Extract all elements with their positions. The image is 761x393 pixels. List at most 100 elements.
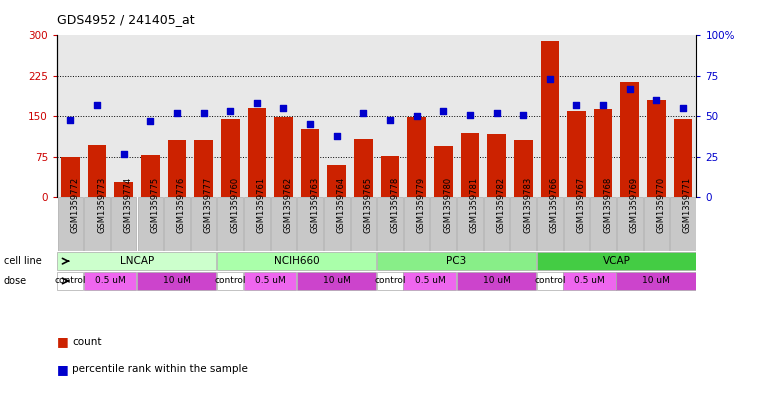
Bar (244, 272, 296, 290)
Bar (218, 197, 243, 251)
Text: ■: ■ (57, 335, 73, 349)
Point (624, 86, 636, 92)
Bar (537, 252, 696, 270)
Bar (84, 272, 136, 290)
Bar (111, 197, 136, 251)
Bar (247, 108, 266, 197)
Point (384, 116, 396, 123)
Text: GSM1359779: GSM1359779 (417, 177, 425, 233)
Bar (404, 197, 429, 251)
Point (411, 113, 423, 119)
Bar (431, 197, 456, 251)
Point (571, 102, 583, 108)
Bar (114, 182, 133, 197)
Point (91, 102, 103, 108)
Point (543, 76, 556, 82)
Bar (563, 272, 616, 290)
Bar (673, 119, 693, 197)
Bar (594, 109, 613, 197)
Text: GSM1359777: GSM1359777 (204, 177, 212, 233)
Point (490, 110, 502, 116)
Text: 10 uM: 10 uM (323, 276, 351, 285)
Point (250, 100, 263, 107)
Point (517, 112, 530, 118)
Bar (407, 118, 426, 197)
Text: GSM1359762: GSM1359762 (283, 177, 292, 233)
Bar (457, 197, 482, 251)
Text: GSM1359764: GSM1359764 (336, 177, 345, 233)
Point (437, 108, 449, 115)
Text: LNCAP: LNCAP (119, 256, 154, 266)
Bar (537, 197, 562, 251)
Text: GSM1359780: GSM1359780 (443, 177, 452, 233)
Text: GSM1359760: GSM1359760 (230, 177, 239, 233)
Bar (644, 197, 669, 251)
Bar (647, 100, 666, 197)
Bar (58, 197, 83, 251)
Bar (670, 197, 696, 251)
Text: GSM1359768: GSM1359768 (603, 177, 612, 233)
Point (224, 108, 236, 115)
Text: GSM1359771: GSM1359771 (683, 177, 692, 233)
Bar (354, 139, 373, 197)
Text: GSM1359781: GSM1359781 (470, 177, 479, 233)
Text: 10 uM: 10 uM (163, 276, 191, 285)
Point (304, 121, 317, 128)
Point (357, 110, 369, 116)
Bar (221, 119, 240, 197)
Point (330, 132, 342, 139)
Text: NCIH660: NCIH660 (274, 256, 320, 266)
Text: control: control (534, 276, 565, 285)
Bar (141, 155, 160, 197)
Text: GSM1359766: GSM1359766 (549, 177, 559, 233)
Bar (380, 156, 400, 197)
Point (198, 110, 210, 116)
Bar (57, 272, 83, 290)
Bar (138, 197, 163, 251)
Text: GSM1359772: GSM1359772 (70, 177, 79, 233)
Bar (460, 132, 479, 197)
Bar (457, 272, 536, 290)
Text: control: control (55, 276, 86, 285)
Text: GSM1359775: GSM1359775 (151, 177, 159, 233)
Point (597, 102, 609, 108)
Bar (511, 197, 536, 251)
Bar (297, 272, 376, 290)
Bar (301, 129, 320, 197)
Point (277, 105, 289, 111)
Bar (324, 197, 349, 251)
Bar (377, 272, 403, 290)
Bar (61, 157, 80, 197)
Text: dose: dose (4, 276, 27, 286)
Text: 10 uM: 10 uM (482, 276, 511, 285)
Text: GSM1359782: GSM1359782 (496, 177, 505, 233)
Bar (191, 197, 216, 251)
Bar (403, 272, 456, 290)
Bar (487, 134, 506, 197)
Bar (616, 272, 696, 290)
Text: 0.5 uM: 0.5 uM (415, 276, 445, 285)
Text: GSM1359774: GSM1359774 (123, 177, 132, 233)
Bar (84, 197, 110, 251)
Bar (351, 197, 376, 251)
Bar (271, 197, 296, 251)
Text: control: control (215, 276, 246, 285)
Point (117, 151, 129, 157)
Text: GSM1359773: GSM1359773 (97, 177, 106, 233)
Point (463, 112, 476, 118)
Text: GSM1359761: GSM1359761 (256, 177, 266, 233)
Text: control: control (374, 276, 406, 285)
Bar (88, 145, 107, 197)
Text: GDS4952 / 241405_at: GDS4952 / 241405_at (57, 13, 195, 26)
Text: GSM1359770: GSM1359770 (656, 177, 665, 233)
Bar (217, 252, 376, 270)
Bar (434, 146, 453, 197)
Text: GSM1359767: GSM1359767 (577, 177, 585, 233)
Bar (298, 197, 323, 251)
Point (145, 118, 157, 124)
Bar (377, 197, 403, 251)
Bar (377, 252, 536, 270)
Text: GSM1359776: GSM1359776 (177, 177, 186, 233)
Bar (537, 272, 562, 290)
Text: GSM1359778: GSM1359778 (390, 177, 399, 233)
